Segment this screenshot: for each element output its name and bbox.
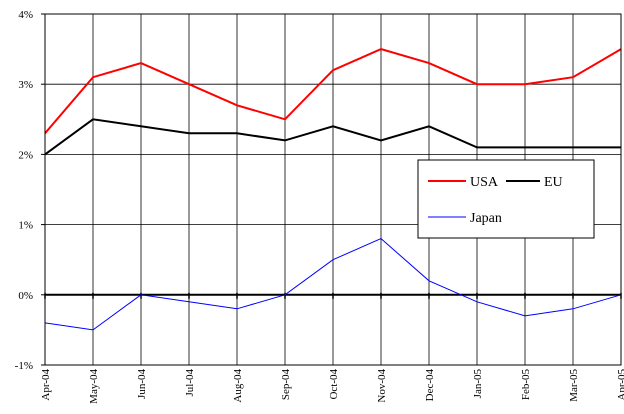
x-tick-label: Apr-04 — [40, 369, 52, 401]
x-axis-ticks: Apr-04 May-04 Jun-04 Jul-04 Aug-04 Sep-04 Oct-… — [40, 369, 624, 404]
y-axis-ticks: -1% 0% 1% 2% 3% 4% — [15, 9, 45, 372]
x-tick-label: May-04 — [88, 369, 100, 404]
y-tick-label: 3% — [18, 79, 33, 91]
y-tick-label: 4% — [18, 9, 33, 21]
series-line-eu — [44, 118, 621, 156]
x-tick-label: Jun-04 — [136, 369, 148, 399]
x-tick-label: Oct-04 — [328, 369, 340, 400]
x-tick-label: Jul-04 — [184, 369, 196, 397]
x-tick-label: Sep-04 — [280, 369, 292, 401]
series-line-usa — [44, 48, 622, 134]
x-tick-label: Apr-05 — [616, 369, 624, 401]
legend-label-usa: USA — [470, 175, 499, 190]
y-tick-label: -1% — [15, 360, 33, 372]
series-line-japan — [44, 238, 622, 331]
x-tick-label: Feb-05 — [520, 369, 532, 401]
x-tick-label: Nov-04 — [376, 369, 388, 403]
plot-area-border — [44, 13, 622, 366]
legend-box — [417, 159, 595, 239]
legend-label-eu: EU — [544, 175, 563, 190]
x-tick-label: Aug-04 — [232, 369, 244, 403]
x-tick-label: Dec-04 — [424, 369, 436, 402]
zero-baseline — [44, 292, 622, 299]
legend-label-japan: Japan — [470, 211, 502, 226]
y-tick-label: 1% — [18, 220, 33, 232]
x-tick-label: Jan-05 — [472, 369, 484, 399]
series-group — [44, 48, 622, 331]
y-tick-label: 0% — [18, 290, 33, 302]
x-tick-label: Mar-05 — [568, 369, 580, 402]
legend: USA EU Japan — [417, 159, 595, 239]
y-tick-label: 2% — [18, 149, 33, 161]
